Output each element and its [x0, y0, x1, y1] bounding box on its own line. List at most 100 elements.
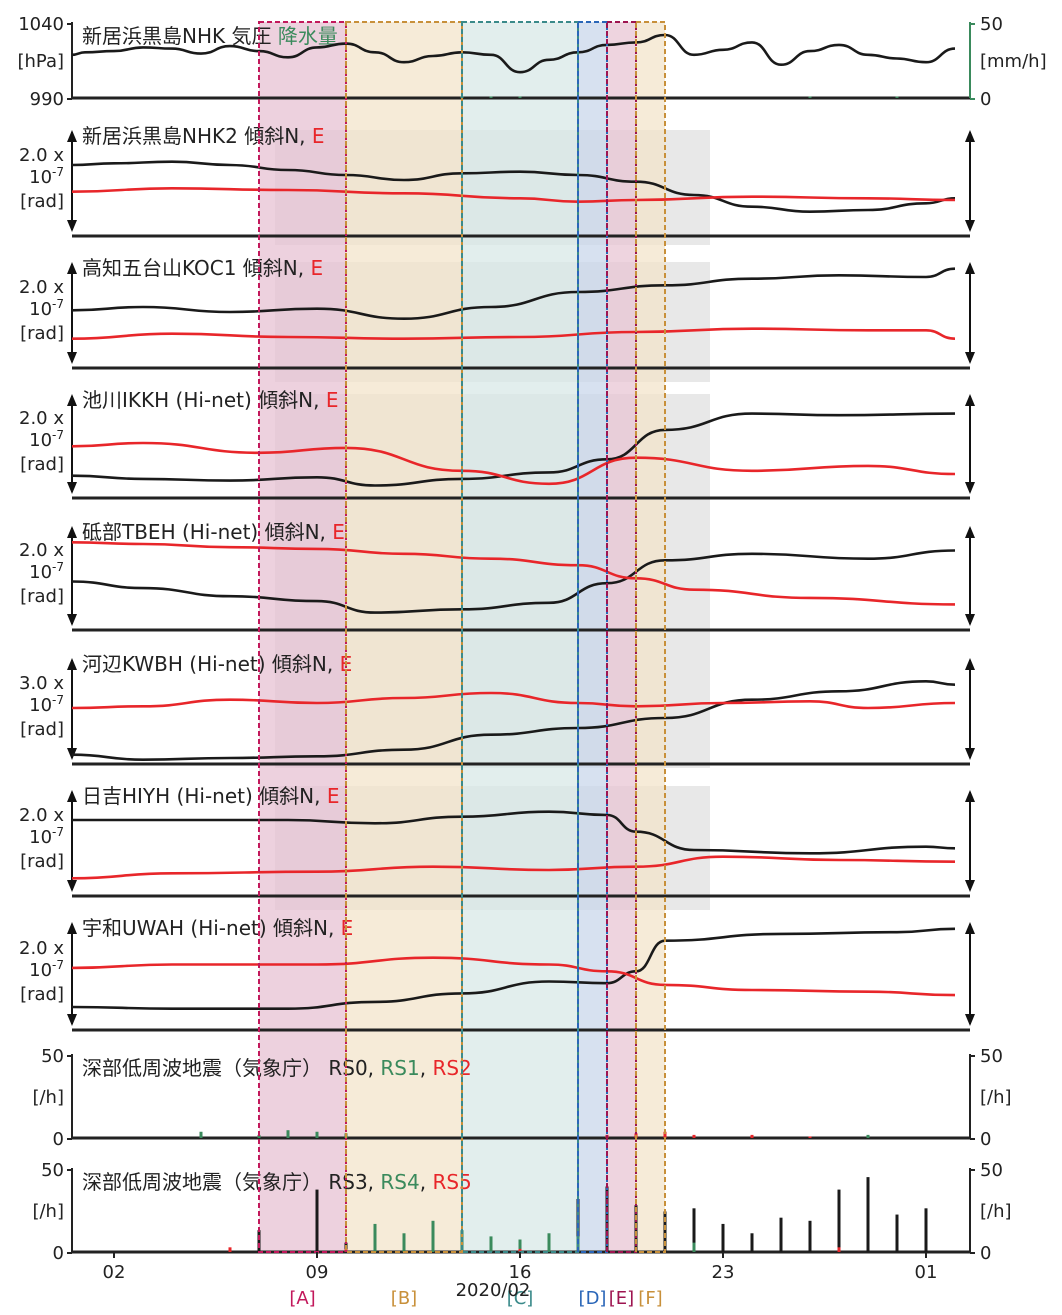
bar-RS4 [518, 1239, 522, 1252]
series-line-N [71, 160, 956, 213]
series-line-E [71, 541, 956, 606]
scale-arrowhead [67, 880, 77, 892]
bar-RS3 [808, 1220, 812, 1252]
period-label: [A] [289, 1288, 315, 1309]
axis-unit-label: [/h] [980, 1087, 1012, 1108]
scale-arrowhead [965, 790, 975, 802]
bar-RS3 [895, 1214, 899, 1252]
bar-RS4 [692, 1242, 696, 1252]
bar-RS1 [257, 1134, 261, 1138]
scale-arrowhead [965, 352, 975, 364]
panel-IKKH: 池川IKKH (Hi-net) 傾斜N, E 2.0 x10-7 [rad] [19, 388, 975, 500]
bar-RS3 [721, 1223, 725, 1252]
panel-pressure: 新居浜黒島NHK 気圧 降水量 1040 990 [hPa] 50 0 [mm/h] [17, 14, 1046, 110]
period-border [258, 21, 347, 1253]
x-tick-label: 23 [712, 1262, 735, 1283]
bar-RS3 [924, 1208, 928, 1252]
panel-UWAH: 宇和UWAH (Hi-net) 傾斜N, E 2.0 x10-7 [rad] [19, 916, 975, 1032]
series-line-N [71, 549, 956, 614]
panel-title: 新居浜黒島NHK 気圧 降水量 [82, 24, 338, 48]
scale-exponent: 10-7 [29, 958, 64, 981]
period-label: [F] [638, 1288, 662, 1309]
bar-降水量 [895, 96, 899, 98]
bar-RS4 [431, 1220, 435, 1252]
axis-unit-label: [mm/h] [980, 51, 1047, 72]
scale-label: 2.0 x [19, 540, 64, 561]
period-shade [607, 22, 636, 1252]
bar-RS2 [750, 1134, 754, 1138]
panel-RS012: 深部低周波地震（気象庁） RS0, RS1, RS2 50 0 [/h] 50 0 [/h] [32, 1046, 1011, 1150]
period-border [635, 21, 666, 1253]
scale-unit: [rad] [20, 191, 64, 212]
scale-arrowhead [67, 130, 77, 142]
scale-unit: [rad] [20, 851, 64, 872]
scale-arrowhead [67, 482, 77, 494]
axis-tick-label: 50 [980, 1046, 1003, 1067]
scale-label: 2.0 x [19, 408, 64, 429]
axis-unit-label: [/h] [980, 1201, 1012, 1222]
panel-title: 池川IKKH (Hi-net) 傾斜N, E [82, 388, 338, 412]
scale-unit: [rad] [20, 984, 64, 1005]
scale-arrowhead [965, 262, 975, 274]
axis-tick-label: 990 [30, 89, 64, 110]
bar-RS3 [257, 1230, 261, 1252]
bar-RS3 [866, 1177, 870, 1252]
series-line-N [72, 810, 956, 855]
period-label: [E] [609, 1288, 634, 1309]
scale-exponent: 10-7 [29, 693, 64, 716]
scale-exponent: 10-7 [29, 297, 64, 320]
series-line-N [71, 267, 956, 320]
period-label: [D] [579, 1288, 607, 1309]
axis-tick-label: 50 [980, 1160, 1003, 1181]
scale-exponent: 10-7 [29, 825, 64, 848]
scale-label: 2.0 x [19, 805, 64, 826]
axis-tick-label: 50 [41, 1160, 64, 1181]
series-line-E [71, 691, 956, 710]
panel-TBEH: 砥部TBEH (Hi-net) 傾斜N, E 2.0 x10-7 [rad] [19, 520, 975, 632]
bar-降水量 [489, 96, 493, 98]
scale-label: 2.0 x [19, 938, 64, 959]
series-line-N [71, 412, 956, 487]
bar-降水量 [808, 96, 812, 98]
scale-arrowhead [965, 220, 975, 232]
axis-unit-label: [hPa] [17, 51, 64, 72]
x-date-label: 2020/02 [456, 1280, 531, 1301]
panel-title: 河辺KWBH (Hi-net) 傾斜N, E [82, 652, 352, 676]
panel-title: 高知五台山KOC1 傾斜N, E [82, 256, 323, 280]
x-tick-label: 01 [915, 1262, 938, 1283]
axis-tick-label: 1040 [18, 14, 64, 35]
series-line-気圧 [71, 33, 956, 74]
period-shade [346, 22, 462, 1252]
panel-title: 日吉HIYH (Hi-net) 傾斜N, E [82, 784, 339, 808]
series-line-E [71, 441, 956, 486]
axis-tick-label: 0 [980, 1243, 991, 1264]
scale-arrowhead [965, 394, 975, 406]
scale-arrowhead [965, 614, 975, 626]
period-shade [636, 22, 665, 1252]
axis-tick-label: 0 [53, 1243, 64, 1264]
bar-RS3 [750, 1233, 754, 1252]
panel-title: 宇和UWAH (Hi-net) 傾斜N, E [82, 916, 353, 940]
scale-exponent: 10-7 [29, 560, 64, 583]
x-tick-label: 16 [509, 1262, 532, 1283]
axis-tick-label: 50 [980, 14, 1003, 35]
scale-arrowhead [965, 748, 975, 760]
scale-unit: [rad] [20, 719, 64, 740]
series-line-N [71, 680, 956, 761]
panel-title: 深部低周波地震（気象庁） RS3, RS4, RS5 [82, 1170, 472, 1194]
period-border [577, 21, 608, 1253]
axis-tick-label: 0 [53, 1129, 64, 1150]
bar-RS5 [518, 1248, 522, 1252]
series-line-E [71, 956, 956, 997]
bar-RS5 [228, 1247, 232, 1252]
scale-arrowhead [67, 614, 77, 626]
bar-RS1 [866, 1134, 870, 1138]
scale-unit: [rad] [20, 323, 64, 344]
bar-RS3 [315, 1189, 319, 1252]
scale-arrowhead [965, 922, 975, 934]
bar-RS5 [837, 1247, 841, 1252]
scale-arrowhead [67, 220, 77, 232]
panel-title: 深部低周波地震（気象庁） RS0, RS1, RS2 [82, 1056, 472, 1080]
scale-label: 3.0 x [19, 673, 64, 694]
series-line-E [71, 187, 956, 203]
